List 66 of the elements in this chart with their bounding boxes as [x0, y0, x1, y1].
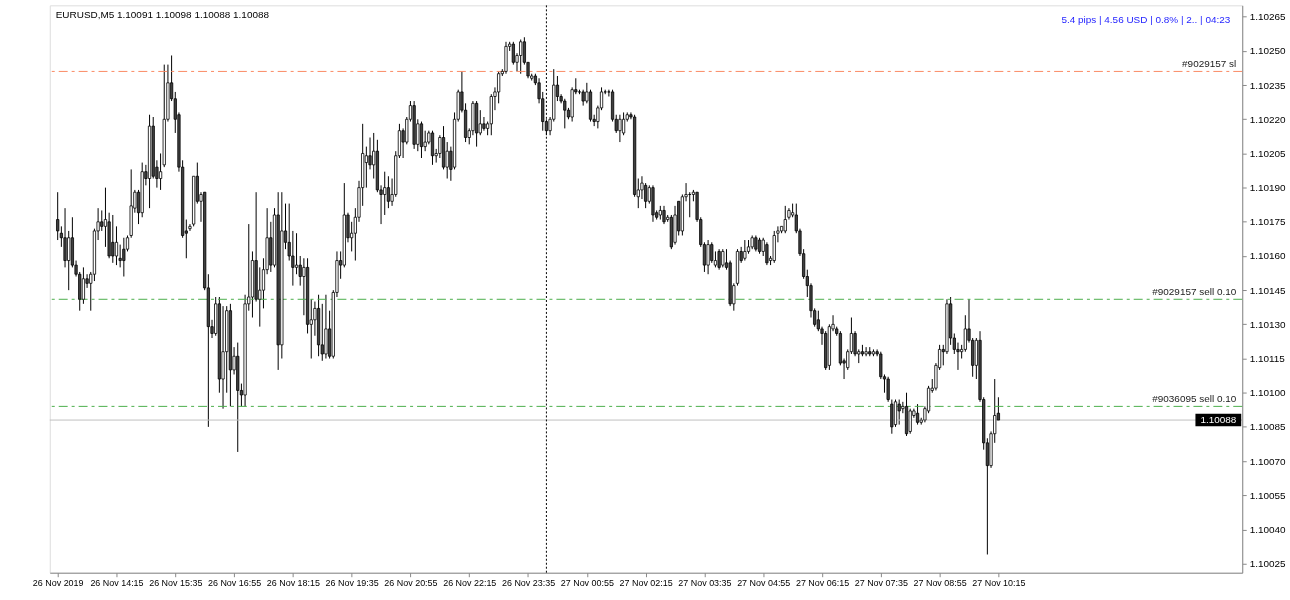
candlestick [864, 346, 868, 357]
candlestick [445, 141, 449, 180]
y-tick-label: 1.10055 [1249, 489, 1287, 501]
y-tick-label: 1.10220 [1249, 113, 1287, 125]
y-tick-label: 1.10175 [1249, 216, 1287, 228]
candlestick [294, 232, 299, 275]
x-tick-label: 27 Nov 08:55 [913, 578, 967, 589]
ref-line-label: 1.10088 [1200, 414, 1237, 426]
candlestick [893, 399, 898, 428]
candlestick [618, 114, 622, 143]
ref-line-label: #9036095 sell 0.10 [1152, 393, 1237, 405]
candlestick [386, 175, 390, 209]
y-tick-label: 1.10115 [1249, 353, 1286, 365]
x-tick-label: 27 Nov 06:15 [795, 578, 850, 589]
chart-title: EURUSD,M5 1.10091 1.10098 1.10088 1.10088 [55, 9, 270, 21]
y-tick-label: 1.10085 [1249, 421, 1287, 433]
x-tick-label: 27 Nov 10:15 [972, 578, 1026, 589]
candlestick [706, 239, 710, 275]
x-tick-label: 26 Nov 16:55 [207, 578, 262, 589]
annotation: 5.4 pips | 4.56 USD | 0.8% | 2.. | 04:23 [1061, 14, 1231, 26]
candlestick [662, 205, 666, 225]
candlestick [765, 241, 769, 266]
candlestick [63, 207, 67, 268]
candlestick [908, 408, 912, 435]
candlestick [364, 146, 368, 189]
y-tick-label: 1.10100 [1249, 387, 1287, 399]
ref-line-label: #9029157 sell 0.10 [1152, 286, 1237, 298]
candlestick [111, 214, 115, 264]
y-tick-label: 1.10025 [1249, 558, 1287, 570]
candlestick [890, 399, 894, 435]
x-tick-label: 26 Nov 15:35 [149, 578, 203, 589]
x-tick-label: 26 Nov 19:35 [325, 578, 379, 589]
y-tick-label: 1.10070 [1249, 455, 1287, 467]
x-tick-label: 26 Nov 18:15 [266, 578, 320, 589]
candlestick [67, 230, 71, 291]
x-tick-label: 26 Nov 20:55 [384, 578, 438, 589]
candlestick [886, 376, 890, 403]
candlestick [710, 241, 714, 264]
candlestick [100, 209, 104, 232]
x-tick-label: 27 Nov 03:35 [678, 578, 732, 589]
x-tick-label: 27 Nov 00:55 [560, 578, 614, 589]
ref-line-label: #9029157 sl [1182, 58, 1237, 70]
y-tick-label: 1.10145 [1249, 284, 1287, 296]
y-tick-label: 1.10160 [1249, 250, 1287, 262]
x-tick-label: 26 Nov 2019 [32, 578, 84, 589]
y-tick-label: 1.10190 [1249, 182, 1287, 194]
x-tick-label: 27 Nov 04:55 [737, 578, 791, 589]
x-tick-label: 26 Nov 22:15 [443, 578, 497, 589]
candlestick [114, 225, 119, 266]
y-tick-label: 1.10250 [1249, 45, 1287, 57]
candlestick [81, 266, 85, 305]
candlestick [897, 399, 901, 426]
candlestick [717, 248, 721, 271]
x-tick-label: 26 Nov 14:15 [90, 578, 144, 589]
y-tick-label: 1.10205 [1249, 147, 1287, 159]
y-tick-label: 1.10130 [1249, 318, 1287, 330]
y-tick-label: 1.10040 [1249, 523, 1287, 535]
candlestick [482, 116, 486, 132]
x-tick-label: 27 Nov 07:35 [854, 578, 908, 589]
y-tick-label: 1.10235 [1249, 79, 1287, 91]
candlestick [519, 39, 523, 75]
candlestick [419, 121, 424, 159]
x-tick-label: 27 Nov 02:15 [619, 578, 673, 589]
y-tick-label: 1.10265 [1249, 11, 1287, 23]
candlestick [721, 248, 725, 268]
x-tick-label: 26 Nov 23:35 [501, 578, 556, 589]
